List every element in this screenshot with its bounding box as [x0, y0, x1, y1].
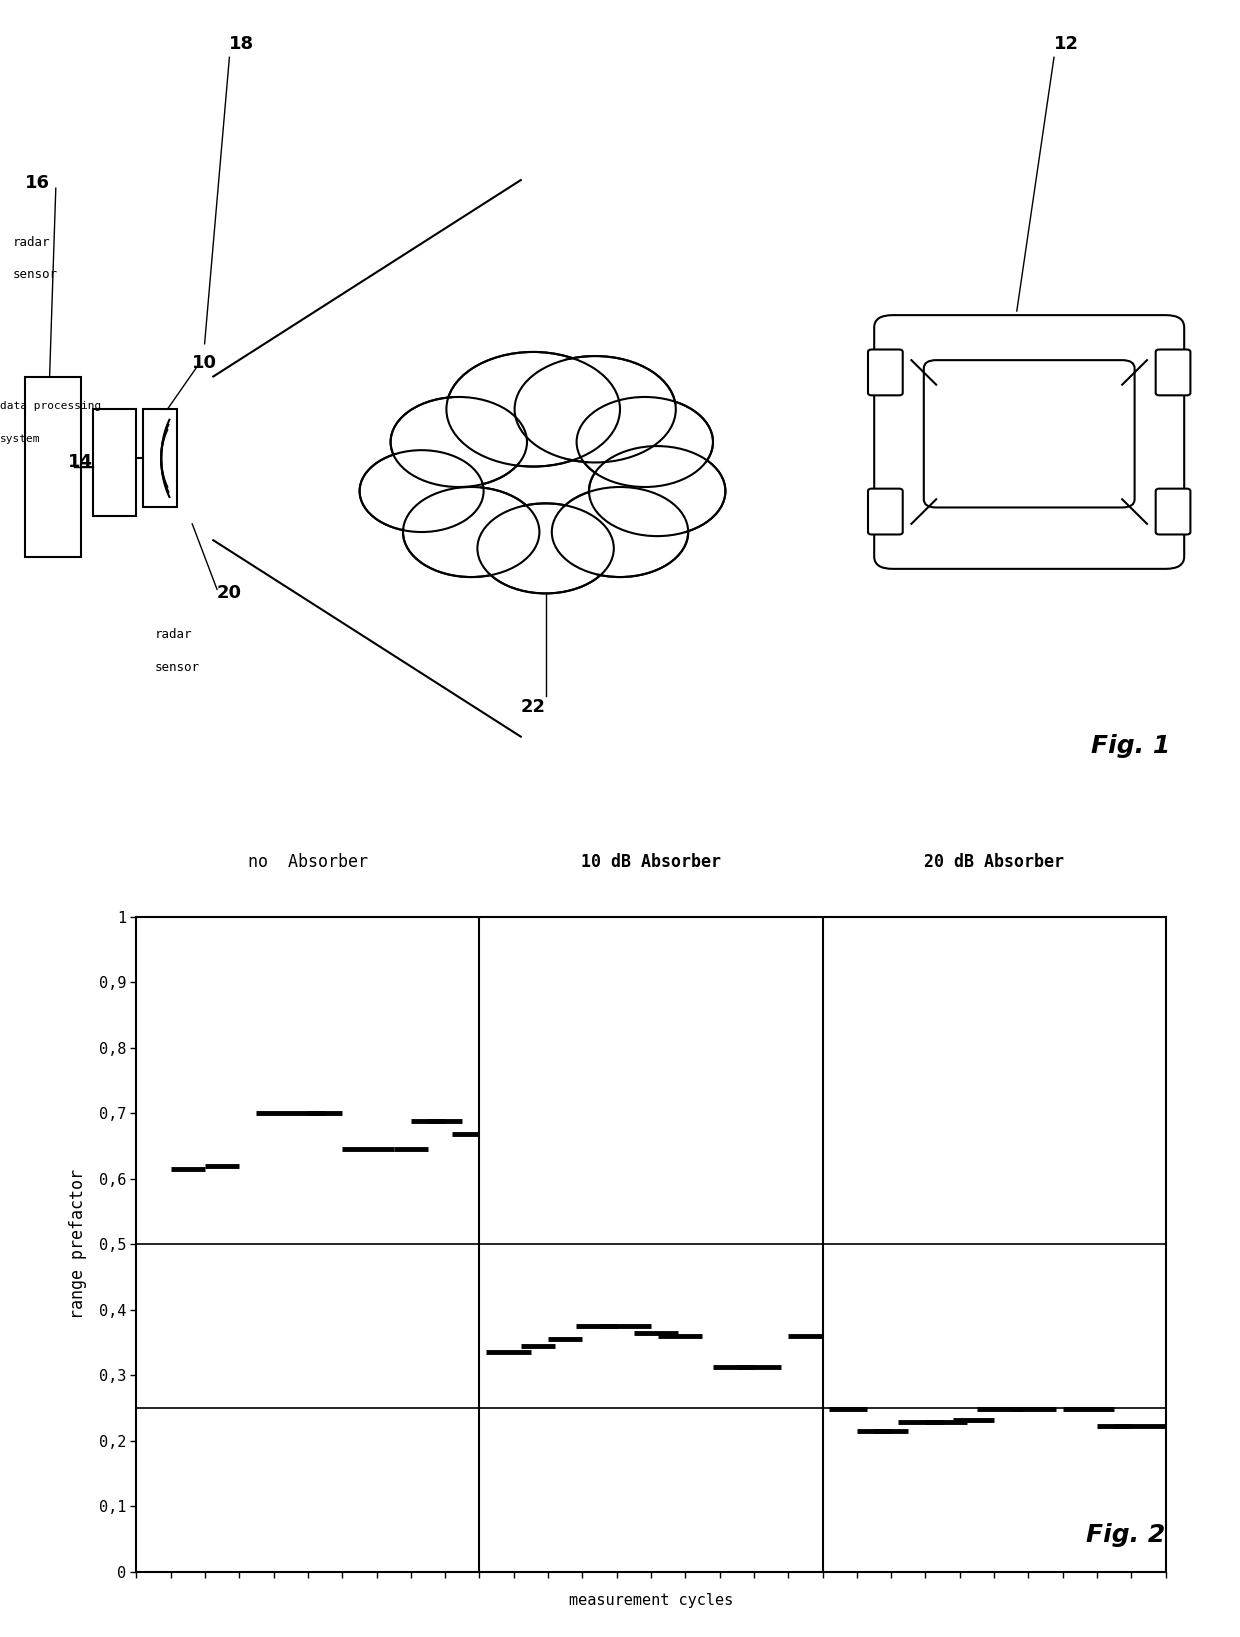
Text: sensor: sensor: [12, 268, 57, 282]
FancyBboxPatch shape: [924, 360, 1135, 507]
Text: 20: 20: [217, 583, 242, 601]
Text: Fig. 1: Fig. 1: [1091, 733, 1171, 758]
Circle shape: [363, 452, 481, 530]
Circle shape: [515, 355, 676, 463]
FancyBboxPatch shape: [868, 349, 903, 395]
Circle shape: [587, 404, 703, 480]
Circle shape: [477, 504, 614, 593]
Circle shape: [562, 494, 678, 570]
Text: radar: radar: [12, 236, 50, 249]
FancyBboxPatch shape: [1156, 349, 1190, 395]
Circle shape: [407, 489, 536, 575]
Circle shape: [556, 489, 684, 575]
Circle shape: [370, 457, 474, 525]
Circle shape: [460, 360, 608, 458]
Circle shape: [394, 399, 523, 485]
Circle shape: [580, 399, 709, 485]
Circle shape: [552, 488, 688, 578]
Circle shape: [413, 494, 529, 570]
Circle shape: [403, 488, 539, 578]
Circle shape: [401, 404, 517, 480]
Text: no  Absorber: no Absorber: [248, 853, 368, 871]
Circle shape: [599, 453, 715, 529]
Circle shape: [518, 359, 672, 460]
Circle shape: [446, 352, 620, 467]
Circle shape: [360, 450, 484, 532]
Circle shape: [481, 506, 610, 591]
Circle shape: [589, 445, 725, 535]
Circle shape: [527, 363, 663, 455]
Text: data processing: data processing: [0, 401, 102, 411]
Text: 22: 22: [521, 697, 546, 715]
Circle shape: [577, 398, 713, 488]
Text: 20 dB Absorber: 20 dB Absorber: [924, 853, 1064, 871]
Text: radar: radar: [155, 629, 192, 642]
Text: 10 dB Absorber: 10 dB Absorber: [582, 853, 720, 871]
FancyBboxPatch shape: [874, 314, 1184, 570]
Circle shape: [593, 449, 722, 534]
Text: 16: 16: [25, 174, 50, 192]
Text: 12: 12: [1054, 34, 1079, 52]
Text: system: system: [0, 434, 41, 444]
Circle shape: [391, 398, 527, 488]
Text: 14: 14: [68, 452, 93, 470]
FancyBboxPatch shape: [93, 409, 136, 516]
Circle shape: [451, 355, 616, 463]
Y-axis label: range prefactor: range prefactor: [69, 1169, 88, 1319]
Text: sensor: sensor: [155, 661, 200, 674]
Text: 10: 10: [192, 354, 217, 372]
Text: 18: 18: [229, 34, 254, 52]
X-axis label: measurement cycles: measurement cycles: [569, 1593, 733, 1608]
FancyBboxPatch shape: [868, 488, 903, 534]
Text: Fig. 2: Fig. 2: [1086, 1522, 1166, 1547]
FancyBboxPatch shape: [143, 409, 177, 507]
Circle shape: [487, 511, 604, 586]
FancyBboxPatch shape: [1156, 488, 1190, 534]
FancyBboxPatch shape: [25, 377, 81, 557]
